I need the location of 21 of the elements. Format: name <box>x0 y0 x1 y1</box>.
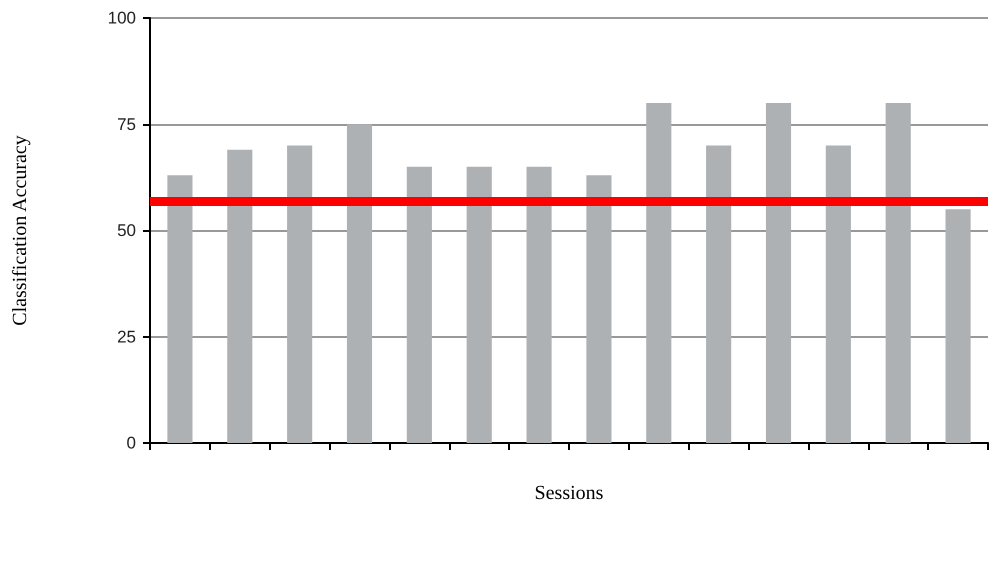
bar <box>346 124 372 443</box>
y-tick-label: 0 <box>126 434 136 452</box>
bar <box>167 175 192 443</box>
bar <box>586 175 612 443</box>
x-axis-title: Sessions <box>534 482 604 504</box>
y-tick-label: 50 <box>117 221 136 240</box>
bar <box>227 150 252 443</box>
bar <box>946 209 971 443</box>
bar <box>826 146 851 443</box>
bar <box>466 166 492 443</box>
y-tick-label: 25 <box>117 327 136 346</box>
bar <box>406 166 432 443</box>
bar <box>886 103 911 443</box>
y-tick-label: 100 <box>108 8 136 28</box>
bar <box>706 146 732 443</box>
bar <box>287 146 312 443</box>
y-tick-label: 75 <box>117 114 136 134</box>
bar <box>646 103 672 443</box>
y-axis-title: Classification Accuracy <box>9 135 31 326</box>
bar <box>766 103 792 443</box>
bar <box>526 166 552 443</box>
